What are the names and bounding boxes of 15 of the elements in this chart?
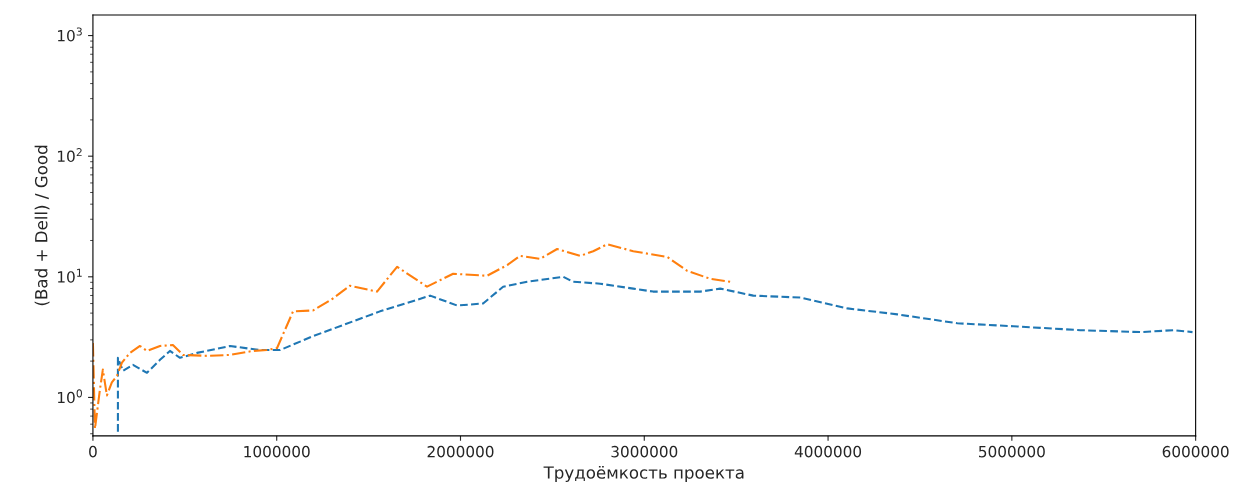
y-tick-label: 10$^{3}$	[57, 27, 82, 42]
y-tick-label: 10$^{0}$	[57, 389, 82, 404]
line-series	[116, 275, 1194, 433]
y-axis-title: (Bad + Dell) / Good	[34, 145, 50, 306]
x-tick-label: 3000000	[611, 445, 678, 458]
x-axis-title: Трудоёмкость проекта	[543, 465, 744, 483]
y-tick-label: 10$^{2}$	[57, 148, 82, 163]
line-series	[92, 243, 732, 430]
x-tick-label: 6000000	[1162, 445, 1229, 458]
y-tick-label: 10$^{1}$	[57, 268, 82, 283]
x-tick-label: 5000000	[979, 445, 1045, 458]
x-tick-label: 2000000	[427, 445, 494, 458]
x-tick-label: 4000000	[794, 445, 862, 458]
x-tick-label: 0	[89, 445, 97, 458]
x-tick-label: 1000000	[244, 445, 310, 458]
